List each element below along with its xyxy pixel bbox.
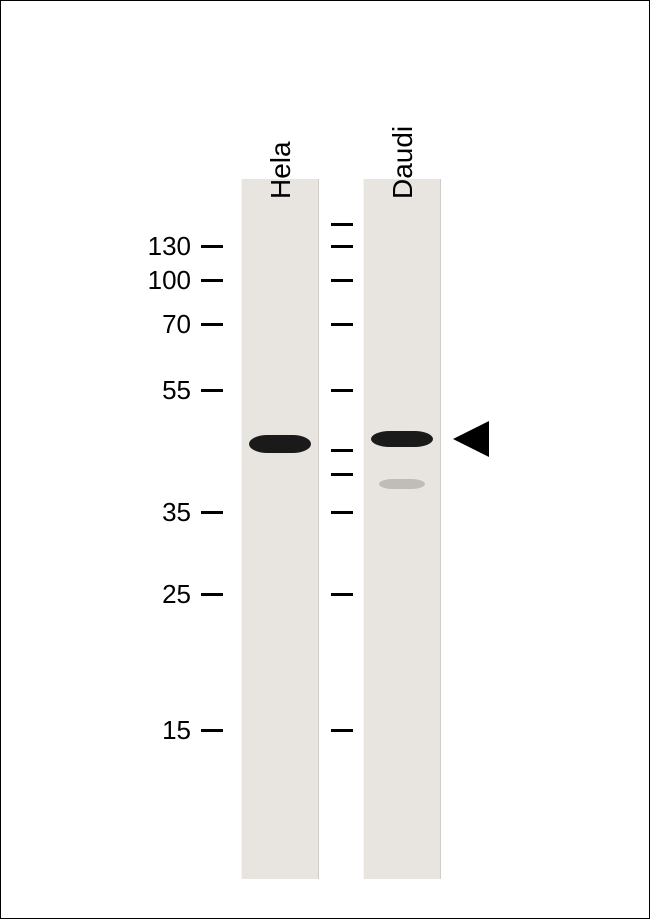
mw-tick-left — [201, 593, 223, 596]
lane-hela — [241, 179, 319, 879]
mw-label: 15 — [131, 715, 191, 746]
mw-label: 25 — [131, 579, 191, 610]
mw-tick-mid — [331, 593, 353, 596]
mw-tick-left — [201, 511, 223, 514]
target-arrow-icon — [453, 421, 489, 457]
mw-tick-mid — [331, 449, 353, 452]
mw-label: 130 — [131, 231, 191, 262]
mw-tick-left — [201, 323, 223, 326]
mw-label: 35 — [131, 497, 191, 528]
mw-tick-mid — [331, 279, 353, 282]
mw-tick-mid — [331, 511, 353, 514]
lane-label-daudi: Daudi — [387, 126, 419, 199]
mw-tick-mid — [331, 323, 353, 326]
mw-tick-mid — [331, 729, 353, 732]
mw-tick-left — [201, 245, 223, 248]
mw-tick-mid — [331, 389, 353, 392]
mw-label: 100 — [131, 265, 191, 296]
mw-tick-mid — [331, 473, 353, 476]
mw-label: 55 — [131, 375, 191, 406]
mw-tick-left — [201, 279, 223, 282]
mw-tick-mid — [331, 245, 353, 248]
mw-tick-left — [201, 389, 223, 392]
protein-band — [249, 435, 311, 453]
lane-daudi — [363, 179, 441, 879]
protein-band — [379, 479, 425, 489]
lane-label-hela: Hela — [265, 141, 297, 199]
mw-label: 70 — [131, 309, 191, 340]
protein-band — [371, 431, 433, 447]
mw-tick-mid — [331, 223, 353, 226]
blot-container: Hela Daudi 130100 70 55 35 25 15 — [0, 0, 650, 919]
mw-tick-left — [201, 729, 223, 732]
